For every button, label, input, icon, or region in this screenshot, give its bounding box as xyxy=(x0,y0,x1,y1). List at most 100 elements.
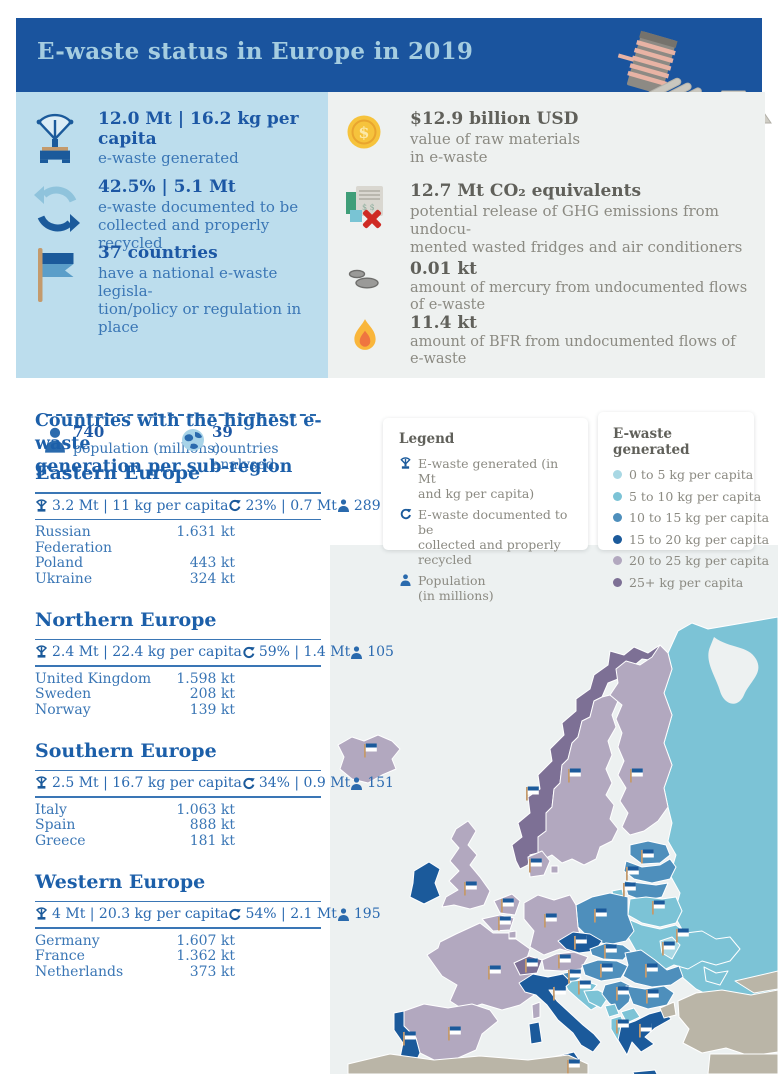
map-legend-item: 0 to 5 kg per capita xyxy=(613,467,753,482)
country-denmark-isle xyxy=(550,865,559,874)
region-heading: Western Europe xyxy=(35,870,206,893)
recycle-icon xyxy=(243,646,255,658)
flag-marker-serbia xyxy=(616,986,629,1001)
stat-desc: e-waste generated xyxy=(98,149,239,168)
country-north-macedonia xyxy=(620,1007,641,1024)
map-legend-item: 25+ kg per capita xyxy=(613,575,746,590)
page-title: E-waste status in Europe in 2019 xyxy=(37,38,474,65)
flame-icon xyxy=(354,319,376,350)
country-name: Sweden xyxy=(35,686,92,703)
region-middle-east xyxy=(707,1053,778,1074)
divider xyxy=(35,638,321,641)
country-luxembourg xyxy=(508,930,517,939)
region-population: 195 xyxy=(337,906,381,922)
category-dot xyxy=(613,470,622,479)
country-value: 888 kt xyxy=(189,817,235,834)
recycle-icon xyxy=(229,908,242,920)
region-caucasus xyxy=(734,970,778,994)
region-block-southern-europe: Southern Europe 2.5 Mt | 16.7 kg per cap… xyxy=(35,740,394,850)
flag-marker-belarus xyxy=(652,900,665,915)
flag-marker-spain xyxy=(448,1026,461,1041)
flag-marker-romania xyxy=(645,963,658,978)
country-value: 1.607 kt xyxy=(176,932,235,949)
svg-text:$ $: $ $ xyxy=(362,203,375,212)
flag-icon xyxy=(38,248,74,302)
category-dot xyxy=(613,577,622,587)
country-united-kingdom xyxy=(441,820,491,910)
region-stat-row: 2.5 Mt | 16.7 kg per capita 34% | 0.9 Mt… xyxy=(35,771,394,796)
country-row: Russian Federation 1.631 kt xyxy=(35,524,235,556)
stat-value: 12.0 Mt | 16.2 kg per capita xyxy=(98,109,299,149)
category-dot xyxy=(613,556,622,565)
country-name: Norway xyxy=(35,702,91,719)
country-value: 1.598 kt xyxy=(176,670,235,687)
flag-marker-latvia xyxy=(626,866,639,881)
europe-choropleth-map xyxy=(337,616,778,1074)
country-name: Ukraine xyxy=(35,571,93,588)
region-population: 289 xyxy=(337,498,381,514)
country-sweden xyxy=(529,694,619,866)
country-name: Poland xyxy=(35,555,84,572)
country-name: Germany xyxy=(35,932,100,949)
region-population: 151 xyxy=(350,775,394,791)
country-row: Spain 888 kt xyxy=(35,818,235,834)
stat-value: $12.9 billion USD xyxy=(410,109,579,129)
category-dot xyxy=(613,491,622,501)
flag-marker-albania xyxy=(616,1019,629,1034)
map-legend-card: E-waste generated 0 to 5 kg per capita 5… xyxy=(598,412,769,590)
divider xyxy=(35,518,321,520)
legend-card: Legend E-waste generated (in Mt and kg pe… xyxy=(383,418,588,603)
summary-left-panel: 12.0 Mt | 16.2 kg per capita e-waste gen… xyxy=(16,92,328,473)
stat-raw-materials-value: $ $12.9 billion USD value of raw materia… xyxy=(344,109,744,166)
country-value: 208 kt xyxy=(189,686,235,703)
country-value: 181 kt xyxy=(189,833,235,850)
region-generated: 2.4 Mt | 22.4 kg per capita xyxy=(35,644,242,660)
flag-marker-uk xyxy=(464,881,477,896)
country-turkey xyxy=(677,989,778,1057)
stat-desc: value of raw materials in e-waste xyxy=(410,129,581,166)
country-name: France xyxy=(35,948,85,965)
scale-icon xyxy=(400,457,411,469)
scale-icon xyxy=(36,113,74,163)
country-row: Netherlands 373 kt xyxy=(35,964,235,981)
countries-analysed-stat: 39 countries analysed xyxy=(181,424,328,473)
stat-bfr: 11.4 kt amount of BFR from undocumented … xyxy=(344,313,752,369)
country-name: Russian Federation xyxy=(35,524,113,556)
regions-list: Eastern Europe 3.2 Mt | 11 kg per capita… xyxy=(35,462,394,1002)
country-name: Spain xyxy=(35,817,76,834)
legend-title: Legend xyxy=(399,431,455,447)
dashed-divider xyxy=(46,414,316,416)
white-sea xyxy=(708,637,759,704)
stat-desc: potential release of GHG emissions from … xyxy=(410,201,743,257)
flag-marker-belgium xyxy=(498,916,511,931)
flag-marker-france xyxy=(488,965,501,980)
flag-marker-bulgaria xyxy=(646,989,659,1004)
country-iceland xyxy=(337,734,401,784)
flag-marker-czechia xyxy=(574,935,587,950)
svg-text:$: $ xyxy=(358,123,369,142)
stat-value: 11.4 kt xyxy=(410,313,477,333)
divider xyxy=(35,769,321,772)
country-rows: United Kingdom 1.598 kt Sweden 208 kt No… xyxy=(35,667,321,719)
region-heading: Eastern Europe xyxy=(35,462,201,484)
person-icon xyxy=(400,574,411,586)
flag-marker-switzerland xyxy=(525,958,538,973)
country-name: Greece xyxy=(35,833,86,850)
stat-ewaste-generated: 12.0 Mt | 16.2 kg per capita e-waste gen… xyxy=(30,109,320,168)
flag-marker-ukraine xyxy=(676,928,689,943)
region-block-eastern-europe: Eastern Europe 3.2 Mt | 11 kg per capita… xyxy=(35,462,381,588)
flag-marker-norway xyxy=(526,786,539,801)
country-crete xyxy=(632,1069,658,1074)
map-legend-item: 5 to 10 kg per capita xyxy=(613,489,761,504)
country-finland xyxy=(609,644,673,836)
flag-marker-finland xyxy=(630,768,643,783)
stat-desc: e-waste documented to be collected and p… xyxy=(98,197,299,253)
country-turkey-europe xyxy=(659,1001,677,1019)
country-value: 373 kt xyxy=(189,964,235,981)
region-recycled: 59% | 1.4 Mt xyxy=(242,644,350,660)
flag-marker-italy xyxy=(553,986,566,1001)
flag-marker-austria xyxy=(558,954,571,969)
map-legend-item: 20 to 25 kg per capita xyxy=(613,553,769,568)
country-row: Ukraine 324 kt xyxy=(35,571,235,588)
